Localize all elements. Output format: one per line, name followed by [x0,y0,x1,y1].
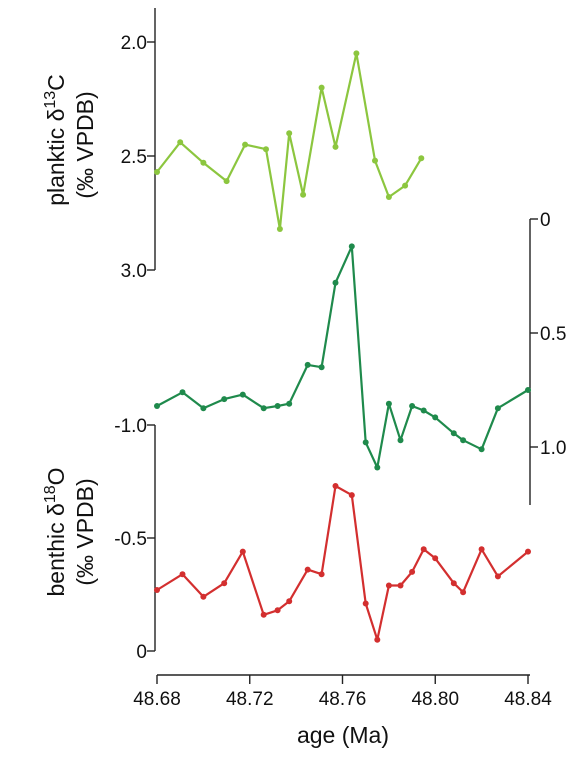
x-tick-label: 48.80 [411,689,459,710]
data-point-benthic-d18O [385,582,392,589]
data-point-planktic-d13C [242,141,249,148]
x-axis-title: age (Ma) [297,722,389,748]
data-point-benthic-d18O-secondary [154,403,160,409]
data-point-benthic-d18O [221,580,228,587]
data-point-benthic-d18O [332,483,339,489]
data-point-planktic-d13C [154,169,160,175]
data-point-benthic-d18O-secondary [286,400,293,407]
data-point-benthic-d18O [179,571,186,578]
x-tick-label: 48.76 [319,689,367,710]
data-point-benthic-d18O [409,568,416,575]
data-point-benthic-d18O-secondary [525,387,531,393]
y-tick-label-planktic-d13C: 2.5 [121,147,147,168]
data-point-planktic-d13C [332,143,339,150]
data-point-benthic-d18O [154,587,160,593]
benthic-axis-units: (‰ VPDB) [72,478,98,585]
data-point-benthic-d18O-secondary [200,405,207,412]
data-point-benthic-d18O-secondary [409,403,416,409]
planktic-axis-units: (‰ VPDB) [72,91,98,198]
data-point-benthic-d18O-secondary [450,430,457,437]
y-tick-label-planktic-d13C: 3.0 [121,261,147,282]
data-point-planktic-d13C [286,130,293,137]
axes-layer: 2.0 2.5 3.0 0 0.5 1.0 -1.0 -0.5 0 48.68 48.72 48.76… [114,8,566,710]
series-line-benthic-d18O-secondary [156,245,529,469]
data-point-benthic-d18O-secondary [374,464,381,471]
data-point-planktic-d13C [276,226,283,232]
data-point-benthic-d18O-secondary [397,437,404,444]
data-point-benthic-d18O [304,566,311,573]
planktic-axis-title: planktic δ13C [42,74,69,206]
data-point-benthic-d18O [460,589,467,596]
data-point-benthic-d18O-secondary [260,405,267,412]
data-point-benthic-d18O [200,593,207,600]
x-tick-label: 48.84 [504,689,552,710]
data-point-benthic-d18O-secondary [318,364,325,371]
y-tick-label-benthic-d18O-secondary: 1.0 [540,438,566,459]
data-point-benthic-d18O-secondary [420,407,427,414]
data-point-benthic-d18O-secondary [304,361,311,368]
data-point-benthic-d18O-secondary [239,391,246,398]
x-tick-label: 48.68 [133,689,181,710]
axis-titles: planktic δ13C (‰ VPDB) benthic δ18O (‰ V… [42,74,389,748]
data-point-planktic-d13C [318,84,325,91]
y-tick-label-benthic-d18O-secondary: 0.5 [540,324,566,345]
data-point-benthic-d18O [239,548,246,555]
data-point-benthic-d18O [274,607,281,614]
data-point-benthic-d18O-secondary [460,437,467,444]
y-tick-label-benthic-d18O: -0.5 [114,529,147,550]
data-point-benthic-d18O [260,611,267,618]
benthic-axis-title: benthic δ18O [42,467,69,596]
data-point-benthic-d18O [348,492,355,499]
data-point-benthic-d18O-secondary [432,414,439,421]
data-point-benthic-d18O [450,580,457,587]
data-point-planktic-d13C [353,50,360,57]
data-point-benthic-d18O-secondary [332,279,339,286]
series-line-benthic-d18O [156,484,529,641]
x-tick-label: 48.72 [226,689,274,710]
y-tick-label-benthic-d18O: -1.0 [114,416,147,437]
data-point-planktic-d13C [300,191,307,198]
data-point-benthic-d18O [318,571,325,578]
data-point-planktic-d13C [402,182,409,189]
data-point-planktic-d13C [223,178,230,185]
data-point-benthic-d18O [525,548,531,555]
data-point-benthic-d18O [286,598,293,605]
y-tick-label-benthic-d18O: 0 [136,642,147,663]
data-point-benthic-d18O [374,636,381,643]
data-point-planktic-d13C [200,159,207,166]
series-layer [154,50,531,643]
data-point-benthic-d18O-secondary [179,389,186,396]
data-point-benthic-d18O [397,582,404,589]
data-point-benthic-d18O-secondary [494,405,501,412]
data-point-planktic-d13C [372,157,378,164]
data-point-benthic-d18O-secondary [385,400,392,407]
data-point-planktic-d13C [385,194,392,200]
data-point-benthic-d18O-secondary [362,439,369,446]
y-tick-label-planktic-d13C: 2.0 [121,33,147,54]
data-point-benthic-d18O-secondary [478,446,485,453]
data-point-planktic-d13C [177,139,184,146]
data-point-benthic-d18O [420,546,427,553]
data-point-benthic-d18O [362,600,369,607]
data-point-benthic-d18O [432,555,439,562]
data-point-benthic-d18O-secondary [348,243,355,250]
data-point-benthic-d18O-secondary [274,403,281,409]
data-point-benthic-d18O-secondary [221,396,228,403]
y-tick-label-benthic-d18O-secondary: 0 [540,210,551,231]
data-point-planktic-d13C [263,146,269,153]
series-line-planktic-d13C [156,52,423,231]
data-point-planktic-d13C [418,155,425,162]
data-point-benthic-d18O [478,546,485,553]
data-point-benthic-d18O [494,573,501,580]
